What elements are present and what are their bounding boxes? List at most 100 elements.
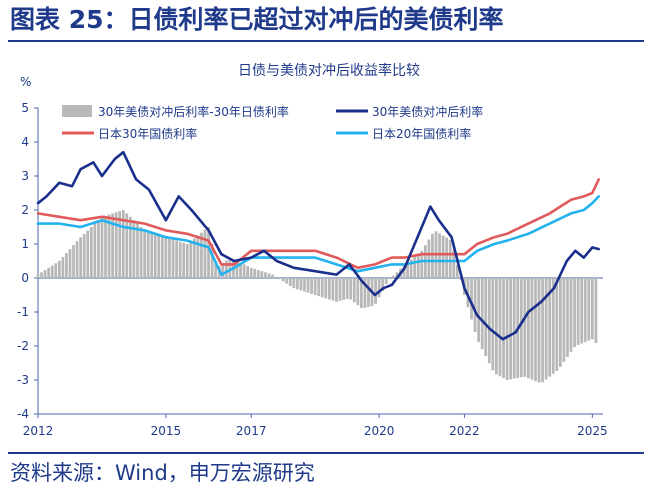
spread-bar: [40, 272, 43, 278]
y-tick-label: 0: [21, 271, 29, 285]
y-tick-label: -2: [17, 339, 29, 353]
spread-bar: [452, 249, 456, 278]
x-tick-label: 2017: [236, 424, 267, 438]
spread-bar: [36, 274, 40, 278]
spread-bar: [104, 215, 107, 278]
spread-bar: [192, 238, 196, 278]
spread-bar: [580, 278, 584, 344]
spread-bar: [278, 278, 282, 280]
jp30-line: [36, 178, 601, 270]
spread-bar: [160, 236, 164, 278]
spread-bar: [210, 244, 214, 278]
spread-bar: [395, 272, 399, 278]
spread-bar: [86, 230, 90, 278]
spread-bar: [566, 278, 569, 357]
spread-bar: [441, 235, 445, 278]
footer-divider: [8, 452, 644, 454]
spread-bar: [509, 278, 512, 380]
legend-spread-swatch: [62, 105, 92, 117]
spread-bar: [498, 278, 502, 377]
spread-bar: [590, 278, 594, 340]
y-tick-label: -4: [17, 407, 29, 421]
spread-bar: [519, 278, 523, 378]
spread-bar: [495, 278, 498, 375]
spread-bar: [384, 278, 388, 285]
spread-bar: [256, 270, 260, 278]
spread-bar: [576, 278, 580, 345]
spread-bar: [75, 241, 79, 278]
x-tick-label: 2022: [449, 424, 480, 438]
spread-bar: [480, 278, 484, 350]
spread-bar: [573, 278, 576, 347]
spread-bar: [338, 278, 342, 301]
spread-bar: [214, 261, 218, 278]
spread-bar: [583, 278, 587, 343]
spread-bar: [367, 278, 370, 307]
spread-bar: [438, 233, 441, 278]
spread-bar: [146, 231, 150, 278]
spread-bar: [555, 278, 559, 371]
spread-bar: [132, 220, 136, 278]
spread-bar: [114, 212, 118, 278]
spread-bar: [285, 278, 289, 284]
spread-bar: [303, 278, 306, 292]
spread-bar: [544, 278, 548, 380]
spread-bar: [342, 278, 345, 300]
spread-bar: [505, 278, 509, 380]
spread-bar: [111, 213, 115, 278]
spread-bar: [569, 278, 573, 352]
spread-bar: [313, 278, 317, 295]
spread-bar: [281, 278, 285, 282]
spread-bar: [324, 278, 328, 299]
spread-bar: [413, 256, 417, 278]
spread-bar: [274, 276, 278, 278]
spread-bar: [153, 233, 157, 278]
spread-bar: [530, 278, 534, 380]
spread-bar: [200, 232, 203, 278]
spread-bar: [288, 278, 292, 286]
spread-bar: [381, 278, 385, 291]
spread-bar: [359, 278, 363, 309]
y-tick-label: 5: [21, 101, 29, 115]
spread-bar: [526, 278, 530, 379]
spread-bar: [43, 270, 47, 278]
spread-bar: [143, 230, 146, 278]
spread-bar: [242, 264, 246, 278]
spread-bar: [455, 264, 459, 278]
spread-bar: [239, 262, 242, 278]
spread-bar: [171, 239, 175, 278]
spread-bars: [36, 210, 598, 383]
spread-bar: [331, 278, 335, 301]
spread-bar: [68, 249, 72, 278]
legend-jp20-label: 日本20年国债利率: [372, 126, 471, 141]
spread-bar: [168, 238, 171, 278]
spread-bar: [406, 262, 409, 278]
series-lines: [36, 150, 601, 341]
spread-bar: [352, 278, 356, 303]
spread-bar: [473, 278, 477, 332]
spread-bar: [129, 216, 132, 278]
legend-jp30-label: 日本30年国债利率: [98, 126, 197, 141]
spread-bar: [502, 278, 505, 379]
source-note: 资料来源：Wind，申万宏源研究: [10, 461, 315, 485]
spread-bar: [125, 213, 129, 278]
spread-bar: [249, 267, 253, 278]
x-tick-label: 2020: [364, 424, 395, 438]
x-tick-label: 2025: [577, 424, 608, 438]
spread-bar: [445, 237, 449, 278]
spread-bar: [299, 278, 303, 291]
y-tick-label: -1: [17, 305, 29, 319]
spread-bar: [93, 223, 97, 278]
spread-bar: [541, 278, 544, 383]
spread-bar: [178, 241, 182, 278]
spread-bar: [427, 239, 431, 278]
spread-bar: [537, 278, 541, 383]
spread-bar: [175, 240, 178, 278]
spread-bar: [50, 265, 54, 278]
y-axis: -4 -3 -2 -1 0 1 2 3 4 5: [17, 101, 39, 421]
spread-bar: [327, 278, 331, 300]
spread-bar: [349, 278, 353, 300]
spread-bar: [136, 223, 139, 278]
spread-bar: [587, 278, 591, 341]
spread-bar: [306, 278, 310, 293]
